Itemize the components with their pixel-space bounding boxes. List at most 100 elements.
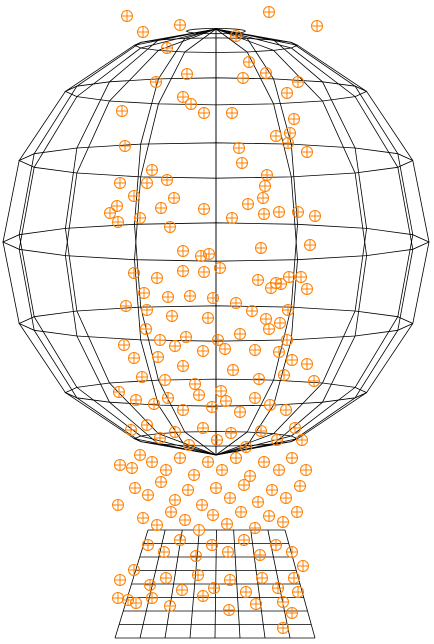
point	[128, 564, 140, 576]
point	[260, 313, 272, 325]
point	[164, 221, 176, 233]
base-grid-line	[250, 529, 266, 639]
point	[230, 297, 242, 309]
point	[174, 534, 186, 546]
point	[148, 398, 160, 410]
point	[188, 469, 200, 481]
point	[137, 26, 149, 38]
longitude-line	[215, 28, 368, 456]
point	[265, 282, 277, 294]
point	[286, 354, 298, 366]
point	[254, 549, 266, 561]
point	[141, 177, 153, 189]
point	[288, 572, 300, 584]
point	[154, 432, 166, 444]
point	[179, 514, 191, 526]
point	[260, 67, 272, 79]
point	[291, 506, 303, 518]
point	[196, 499, 208, 511]
point	[104, 207, 116, 219]
point	[212, 334, 224, 346]
longitude-line	[215, 28, 298, 456]
point	[261, 169, 273, 181]
point	[113, 386, 125, 398]
point	[255, 425, 267, 437]
point	[296, 434, 308, 446]
point	[197, 422, 209, 434]
point	[137, 512, 149, 524]
point	[292, 206, 304, 218]
point	[141, 304, 153, 316]
point	[273, 206, 285, 218]
point	[255, 242, 267, 254]
wireframe	[2, 27, 430, 639]
point	[134, 449, 146, 461]
point	[122, 594, 134, 606]
points	[104, 6, 323, 634]
point	[207, 509, 219, 521]
point	[292, 586, 304, 598]
point	[197, 345, 209, 357]
point	[160, 572, 172, 584]
point	[274, 317, 286, 329]
point	[129, 482, 141, 494]
point	[168, 192, 180, 204]
point	[233, 142, 245, 154]
point	[234, 406, 246, 418]
point	[281, 334, 293, 346]
point	[253, 373, 265, 385]
point	[252, 274, 264, 286]
point	[227, 364, 239, 376]
longitude-line	[215, 28, 414, 456]
base-grid-line	[233, 529, 241, 639]
point	[141, 419, 153, 431]
point	[270, 130, 282, 142]
longitude-line	[18, 28, 217, 456]
point	[119, 140, 131, 152]
point	[292, 76, 304, 88]
point	[266, 484, 278, 496]
point	[238, 534, 250, 546]
point	[198, 203, 210, 215]
point	[183, 439, 195, 451]
point	[174, 452, 186, 464]
point	[146, 164, 158, 176]
point	[161, 174, 173, 186]
longitude-line	[64, 28, 217, 456]
point	[249, 344, 261, 356]
point	[243, 56, 255, 68]
longitude-line	[215, 28, 430, 456]
point	[311, 20, 323, 32]
point	[224, 492, 236, 504]
point	[195, 250, 207, 262]
point	[208, 582, 220, 594]
point	[177, 265, 189, 277]
point	[185, 98, 197, 110]
point	[256, 572, 268, 584]
point	[144, 579, 156, 591]
point	[220, 395, 232, 407]
point	[151, 272, 163, 284]
point	[203, 248, 215, 260]
point	[164, 600, 176, 612]
point	[197, 590, 209, 602]
point	[281, 87, 293, 99]
point	[169, 494, 181, 506]
point	[272, 582, 284, 594]
point	[244, 470, 256, 482]
point	[130, 394, 142, 406]
point	[162, 291, 174, 303]
point	[257, 192, 269, 204]
point	[237, 72, 249, 84]
point	[240, 441, 252, 453]
point	[215, 385, 227, 397]
longitude-line	[18, 28, 217, 456]
point	[278, 369, 290, 381]
point	[177, 404, 189, 416]
point	[202, 456, 214, 468]
point	[136, 371, 148, 383]
point	[206, 539, 218, 551]
point	[249, 392, 261, 404]
point	[224, 574, 236, 586]
point	[138, 287, 150, 299]
